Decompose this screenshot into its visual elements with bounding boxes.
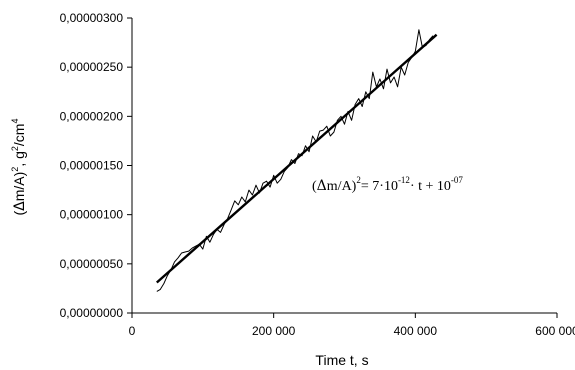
y-tick-label: 0,00000100 <box>60 208 124 222</box>
data-line <box>156 29 434 292</box>
y-title-part: , g <box>11 151 27 167</box>
y-title-part: /cm <box>11 124 27 147</box>
y-tick-label: 0,00000150 <box>60 159 124 173</box>
equation-superscript: -07 <box>451 175 463 185</box>
x-tick-label: 0 <box>129 324 136 338</box>
y-axis: 0,00000000 0,00000050 0,00000100 0,00000150… <box>60 11 133 320</box>
equation-part: t + 10 <box>415 179 451 194</box>
equation-superscript: 2 <box>356 175 361 185</box>
y-tick-label: 0,00000000 <box>60 306 124 320</box>
equation-dot: · <box>410 179 415 194</box>
fit-equation-annotation: (Δm/A)2= 7·10-12· t + 10-07 <box>312 175 463 194</box>
equation-part: = 7 <box>361 179 379 194</box>
y-title-part: m/A) <box>11 172 27 202</box>
y-title-superscript: 2 <box>10 167 20 172</box>
plot-series <box>156 29 438 292</box>
equation-part: m/A) <box>327 179 357 194</box>
y-title-superscript: 4 <box>10 119 20 124</box>
y-tick-label: 0,00000050 <box>60 257 124 271</box>
x-axis-title: Time t, s <box>315 352 368 368</box>
x-axis: 0 200 000 400 000 600 000 <box>129 312 575 338</box>
equation-superscript: -12 <box>398 175 410 185</box>
y-tick-label: 0,00000250 <box>60 60 124 74</box>
x-tick-label: 200 000 <box>252 324 296 338</box>
equation-dot: · <box>379 179 384 194</box>
fit-line <box>156 33 438 284</box>
equation-part: ( <box>312 179 317 194</box>
equation-delta: Δ <box>317 178 327 194</box>
y-title-superscript: 2 <box>10 146 20 151</box>
y-axis-title: (Δm/A)2, g2/cm4 <box>10 119 28 216</box>
equation-part: 10 <box>384 179 398 194</box>
x-tick-label: 400 000 <box>394 324 438 338</box>
y-title-delta: Δ <box>12 201 28 211</box>
x-tick-label: 600 000 <box>535 324 575 338</box>
y-tick-label: 0,00000300 <box>60 11 124 25</box>
y-tick-label: 0,00000200 <box>60 109 124 123</box>
y-title-part: ( <box>11 211 27 216</box>
